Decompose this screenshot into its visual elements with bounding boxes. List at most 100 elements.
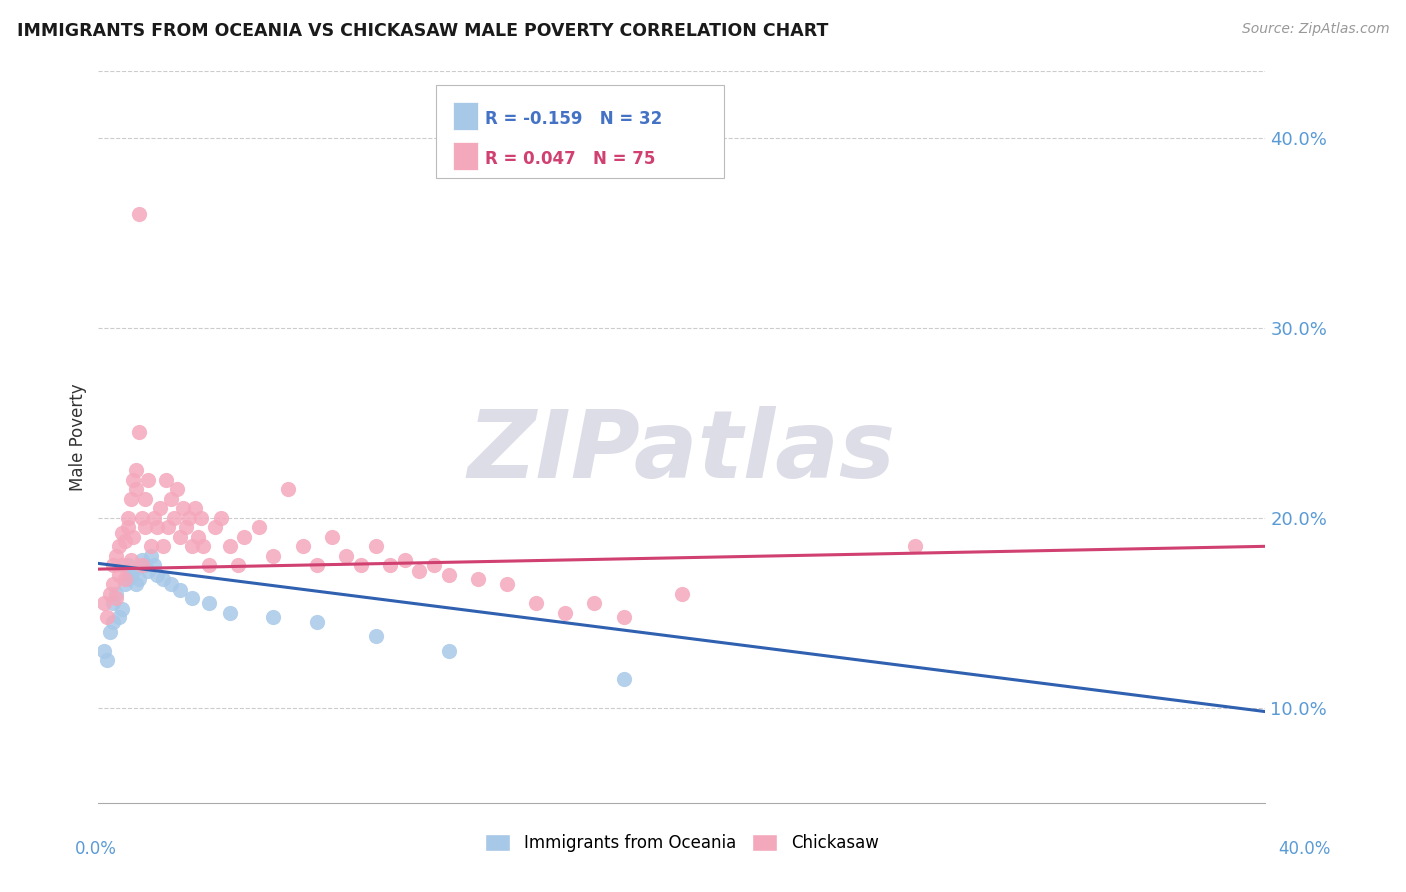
Text: R = 0.047   N = 75: R = 0.047 N = 75 — [485, 150, 655, 168]
Point — [172, 501, 194, 516]
Point — [152, 539, 174, 553]
Point — [169, 582, 191, 597]
Point — [467, 572, 489, 586]
Point — [198, 558, 221, 573]
Point — [247, 520, 270, 534]
Point — [408, 564, 430, 578]
Point — [108, 609, 131, 624]
Point — [152, 572, 174, 586]
Point — [183, 501, 205, 516]
Point — [134, 491, 156, 506]
Point — [125, 483, 148, 497]
Point — [163, 511, 186, 525]
Point — [131, 511, 153, 525]
Point — [155, 473, 177, 487]
Point — [233, 530, 256, 544]
Text: ZIPatlas: ZIPatlas — [468, 406, 896, 498]
Point — [193, 539, 215, 553]
Point — [114, 572, 136, 586]
Point — [96, 609, 118, 624]
Point — [437, 567, 460, 582]
Point — [364, 629, 387, 643]
Point — [394, 552, 416, 566]
Point — [111, 558, 134, 573]
Text: 40.0%: 40.0% — [1278, 840, 1331, 858]
Point — [380, 558, 402, 573]
Point — [93, 644, 115, 658]
Point — [321, 530, 343, 544]
Point — [108, 567, 131, 582]
Point — [117, 520, 139, 534]
Point — [101, 558, 124, 573]
Point — [131, 558, 153, 573]
Point — [190, 511, 212, 525]
Point — [350, 558, 373, 573]
Point — [114, 533, 136, 548]
Point — [496, 577, 519, 591]
Text: 0.0%: 0.0% — [75, 840, 117, 858]
Point — [139, 539, 162, 553]
Point — [139, 549, 162, 563]
Point — [204, 520, 226, 534]
Point — [177, 511, 200, 525]
Point — [307, 558, 329, 573]
Point — [134, 520, 156, 534]
Point — [128, 425, 150, 440]
Legend: Immigrants from Oceania, Chickasaw: Immigrants from Oceania, Chickasaw — [477, 825, 887, 860]
Point — [364, 539, 387, 553]
Point — [111, 526, 134, 541]
Point — [93, 596, 115, 610]
Point — [136, 473, 159, 487]
Point — [122, 473, 145, 487]
Point — [101, 615, 124, 630]
Point — [262, 609, 284, 624]
Point — [122, 530, 145, 544]
Point — [291, 539, 314, 553]
Point — [180, 591, 202, 605]
Point — [160, 491, 183, 506]
Point — [96, 653, 118, 667]
Point — [120, 552, 142, 566]
Point — [128, 572, 150, 586]
Point — [117, 511, 139, 525]
Point — [146, 567, 169, 582]
Point — [125, 463, 148, 477]
Point — [111, 602, 134, 616]
Point — [114, 577, 136, 591]
Point — [218, 606, 240, 620]
Point — [98, 587, 121, 601]
Point — [149, 501, 172, 516]
Point — [146, 520, 169, 534]
Point — [101, 596, 124, 610]
Point — [122, 564, 145, 578]
Point — [423, 558, 446, 573]
Point — [128, 207, 150, 221]
Point — [554, 606, 576, 620]
Point — [174, 520, 197, 534]
Point — [120, 567, 142, 582]
Point — [583, 596, 606, 610]
Point — [142, 558, 165, 573]
Point — [134, 558, 156, 573]
Point — [180, 539, 202, 553]
Point — [108, 539, 131, 553]
Y-axis label: Male Poverty: Male Poverty — [69, 384, 87, 491]
Point — [198, 596, 221, 610]
Point — [120, 491, 142, 506]
Point — [169, 530, 191, 544]
Point — [209, 511, 232, 525]
Point — [612, 673, 634, 687]
Point — [101, 577, 124, 591]
Point — [125, 577, 148, 591]
Point — [277, 483, 299, 497]
Text: IMMIGRANTS FROM OCEANIA VS CHICKASAW MALE POVERTY CORRELATION CHART: IMMIGRANTS FROM OCEANIA VS CHICKASAW MAL… — [17, 22, 828, 40]
Point — [157, 520, 180, 534]
Point — [117, 558, 139, 573]
Point — [612, 609, 634, 624]
Point — [335, 549, 357, 563]
Point — [104, 591, 127, 605]
Point — [166, 483, 188, 497]
Point — [904, 539, 927, 553]
Point — [218, 539, 240, 553]
Point — [136, 564, 159, 578]
